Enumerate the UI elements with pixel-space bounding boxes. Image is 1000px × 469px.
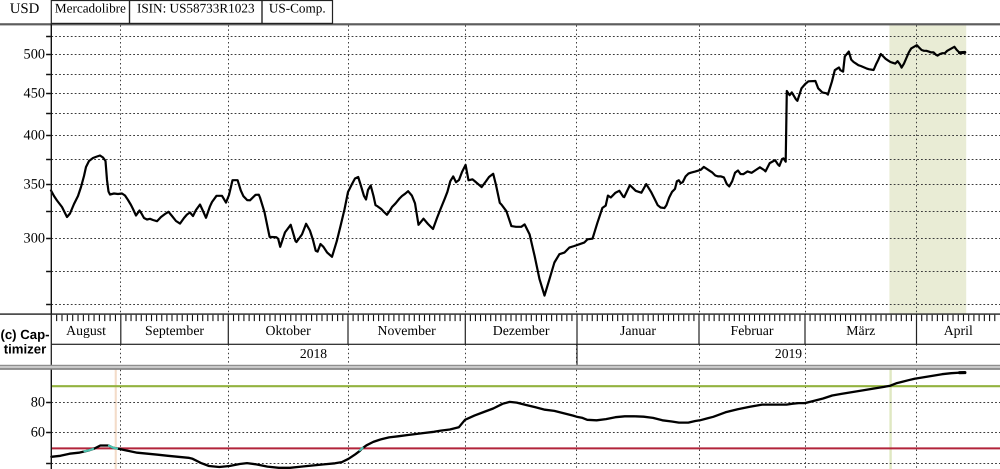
svg-text:500: 500 bbox=[24, 47, 45, 63]
svg-text:USD: USD bbox=[10, 1, 40, 17]
svg-text:80: 80 bbox=[31, 395, 45, 411]
svg-text:ISIN: US58733R1023: ISIN: US58733R1023 bbox=[137, 0, 255, 15]
svg-text:2019: 2019 bbox=[775, 346, 802, 361]
svg-text:März: März bbox=[846, 323, 875, 338]
svg-text:September: September bbox=[145, 323, 204, 338]
svg-text:Dezember: Dezember bbox=[493, 323, 550, 338]
svg-text:August: August bbox=[66, 323, 106, 338]
svg-text:timizer: timizer bbox=[4, 342, 47, 357]
svg-text:2018: 2018 bbox=[300, 346, 327, 361]
svg-text:November: November bbox=[378, 323, 437, 338]
svg-text:400: 400 bbox=[24, 128, 45, 144]
svg-text:60: 60 bbox=[31, 425, 45, 441]
svg-text:300: 300 bbox=[24, 231, 45, 247]
svg-text:Januar: Januar bbox=[620, 323, 656, 338]
svg-text:Oktober: Oktober bbox=[266, 323, 312, 338]
svg-text:Februar: Februar bbox=[731, 323, 774, 338]
svg-text:350: 350 bbox=[24, 177, 45, 193]
svg-text:(c) Cap-: (c) Cap- bbox=[0, 327, 49, 342]
svg-text:April: April bbox=[944, 323, 973, 338]
svg-text:Mercadolibre: Mercadolibre bbox=[55, 0, 126, 15]
svg-text:US-Comp.: US-Comp. bbox=[269, 0, 326, 15]
svg-text:450: 450 bbox=[24, 86, 45, 102]
